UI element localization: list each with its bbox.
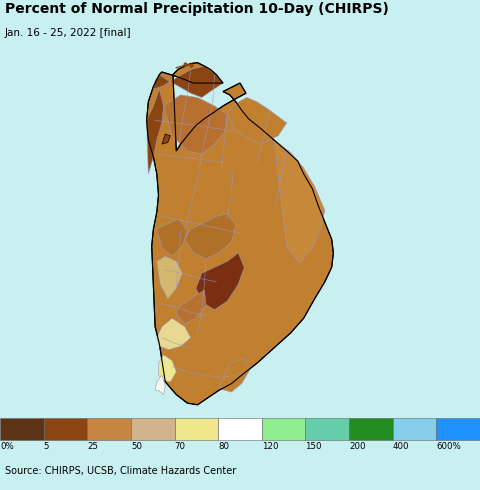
Text: 120: 120 xyxy=(262,442,278,451)
Text: 600%: 600% xyxy=(436,442,461,451)
Polygon shape xyxy=(146,63,334,405)
Text: 150: 150 xyxy=(305,442,322,451)
Bar xyxy=(175,418,218,440)
Polygon shape xyxy=(157,256,182,299)
Bar xyxy=(218,418,262,440)
Text: 50: 50 xyxy=(131,442,142,451)
Polygon shape xyxy=(154,66,223,98)
Text: 200: 200 xyxy=(349,442,366,451)
Polygon shape xyxy=(274,140,325,263)
Text: Jan. 16 - 25, 2022 [final]: Jan. 16 - 25, 2022 [final] xyxy=(5,28,132,38)
Bar xyxy=(131,418,175,440)
Bar xyxy=(44,418,87,440)
Polygon shape xyxy=(157,219,187,256)
Text: 25: 25 xyxy=(87,442,98,451)
Polygon shape xyxy=(176,290,206,324)
Polygon shape xyxy=(227,98,287,144)
Polygon shape xyxy=(146,89,164,174)
Text: 5: 5 xyxy=(44,442,49,451)
Text: 80: 80 xyxy=(218,442,229,451)
Bar xyxy=(393,418,436,440)
Text: 70: 70 xyxy=(175,442,186,451)
Polygon shape xyxy=(158,355,176,382)
Text: 0%: 0% xyxy=(0,442,14,451)
Polygon shape xyxy=(219,358,250,392)
Bar xyxy=(262,418,305,440)
Text: 400: 400 xyxy=(393,442,409,451)
Polygon shape xyxy=(185,214,236,259)
Polygon shape xyxy=(162,134,170,144)
Text: Percent of Normal Precipitation 10-Day (CHIRPS): Percent of Normal Precipitation 10-Day (… xyxy=(5,2,389,16)
Bar xyxy=(0,418,44,440)
Text: Source: CHIRPS, UCSB, Climate Hazards Center: Source: CHIRPS, UCSB, Climate Hazards Ce… xyxy=(5,466,236,476)
Polygon shape xyxy=(196,253,244,310)
Bar xyxy=(349,418,393,440)
Polygon shape xyxy=(164,95,227,154)
Polygon shape xyxy=(157,318,191,350)
Polygon shape xyxy=(0,47,113,204)
Polygon shape xyxy=(155,375,165,394)
Bar xyxy=(87,418,131,440)
Bar xyxy=(436,418,480,440)
Bar xyxy=(305,418,349,440)
